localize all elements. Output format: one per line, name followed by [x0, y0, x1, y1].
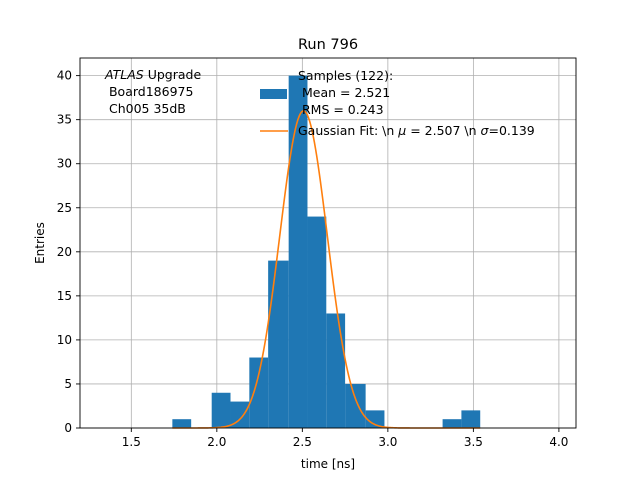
x-tick-label-1: 2.0 [207, 435, 226, 449]
y-tick-label-8: 40 [57, 69, 72, 83]
x-tick-label-2: 2.5 [293, 435, 312, 449]
histogram-bars [172, 75, 481, 428]
y-tick-label-7: 35 [57, 113, 72, 127]
histogram-bar-3 [230, 401, 250, 428]
annotation-line-1: ATLAS Upgrade [104, 67, 201, 82]
y-tick-label-6: 30 [57, 157, 72, 171]
legend-hist-swatch [260, 89, 287, 99]
histogram-bar-8 [326, 313, 346, 428]
x-tick-label-5: 4.0 [549, 435, 568, 449]
x-tick-label-4: 3.5 [464, 435, 483, 449]
x-tick-label-3: 3.0 [378, 435, 397, 449]
plot-frame [79, 57, 577, 429]
atlas-annotation: ATLAS Upgrade Board186975 Ch005 35dB [104, 67, 201, 116]
legend-hist-line-2: Mean = 2.521 [298, 85, 390, 100]
annotation-board: Board186975 [105, 84, 193, 99]
histogram-bar-0 [172, 419, 192, 428]
histogram-bar-4 [249, 357, 269, 428]
annotation-upgrade: Upgrade [144, 67, 202, 82]
y-tick-label-3: 15 [57, 289, 72, 303]
y-axis-label: Entries [33, 222, 47, 264]
y-tick-label-0: 0 [64, 421, 72, 435]
x-axis-label: time [ns] [301, 457, 355, 471]
legend-hist-line-1: Samples (122): [298, 68, 393, 83]
y-tick-label-1: 5 [64, 377, 72, 391]
histogram-bar-2 [211, 392, 231, 428]
x-tick-label-0: 1.5 [122, 435, 141, 449]
x-axis-ticks: 1.5 2.0 2.5 3.0 3.5 4.0 [122, 428, 568, 449]
legend-hist-line-3: RMS = 0.243 [298, 102, 384, 117]
legend-fit-sigma: =0.139 [488, 123, 534, 138]
legend-fit-mu: = 2.507 \n [406, 123, 480, 138]
legend-mu-symbol: μ [397, 123, 406, 138]
histogram-bar-5 [268, 260, 289, 428]
legend-sigma-symbol: σ [481, 123, 490, 138]
histogram-bar-14 [442, 419, 462, 428]
chart-title: Run 796 [298, 37, 358, 53]
y-tick-label-2: 10 [57, 333, 72, 347]
histogram-bar-15 [461, 410, 481, 428]
annotation-experiment: ATLAS [104, 67, 144, 82]
histogram-bar-9 [345, 383, 366, 428]
annotation-channel: Ch005 35dB [105, 101, 186, 116]
y-axis-ticks: 0 5 10 15 20 25 30 35 40 [57, 69, 80, 435]
legend-fit-label: Gaussian Fit: \n μ = 2.507 \n σ=0.139 [298, 123, 535, 138]
y-tick-label-4: 20 [57, 245, 72, 259]
legend-fit-prefix: Gaussian Fit: \n [298, 123, 398, 138]
histogram-bar-6 [288, 75, 308, 428]
histogram-bar-7 [307, 216, 327, 428]
legend: Samples (122): Mean = 2.521 RMS = 0.243 … [260, 68, 535, 138]
histogram-bar-10 [365, 410, 385, 428]
y-tick-label-5: 25 [57, 201, 72, 215]
